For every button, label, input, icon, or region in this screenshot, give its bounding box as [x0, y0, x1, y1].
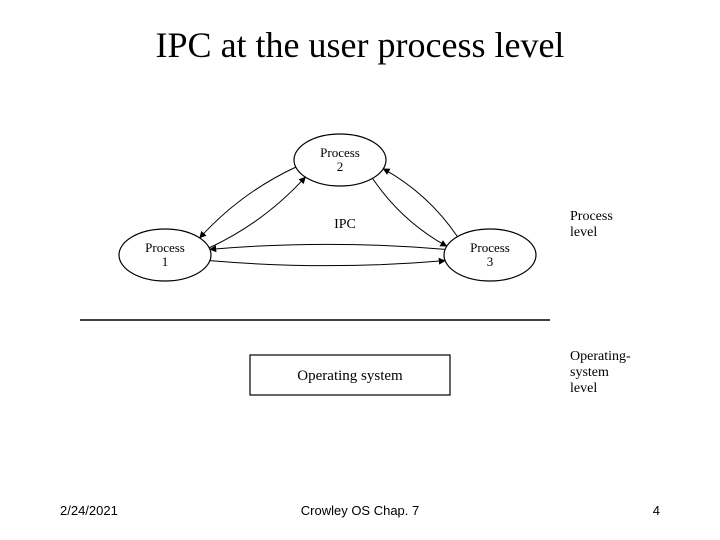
- ipc-label: IPC: [334, 217, 356, 232]
- os-box-label: Operating system: [297, 368, 403, 384]
- arrow-p1-p2: [209, 177, 305, 248]
- footer-page-number: 4: [653, 503, 660, 518]
- arrow-p3-p1: [210, 244, 445, 249]
- arrow-p2-p3: [373, 178, 447, 246]
- arrow-p2-p1: [200, 167, 296, 238]
- arrow-p1-p3: [210, 261, 445, 266]
- process-level-label: Processlevel: [570, 209, 613, 240]
- os-level-label: Operating-systemlevel: [570, 349, 631, 396]
- arrow-p3-p2: [383, 169, 457, 237]
- slide-title: IPC at the user process level: [0, 24, 720, 66]
- footer-center: Crowley OS Chap. 7: [0, 503, 720, 518]
- ipc-diagram: Process1Process2Process3IPCProcesslevelO…: [70, 120, 650, 440]
